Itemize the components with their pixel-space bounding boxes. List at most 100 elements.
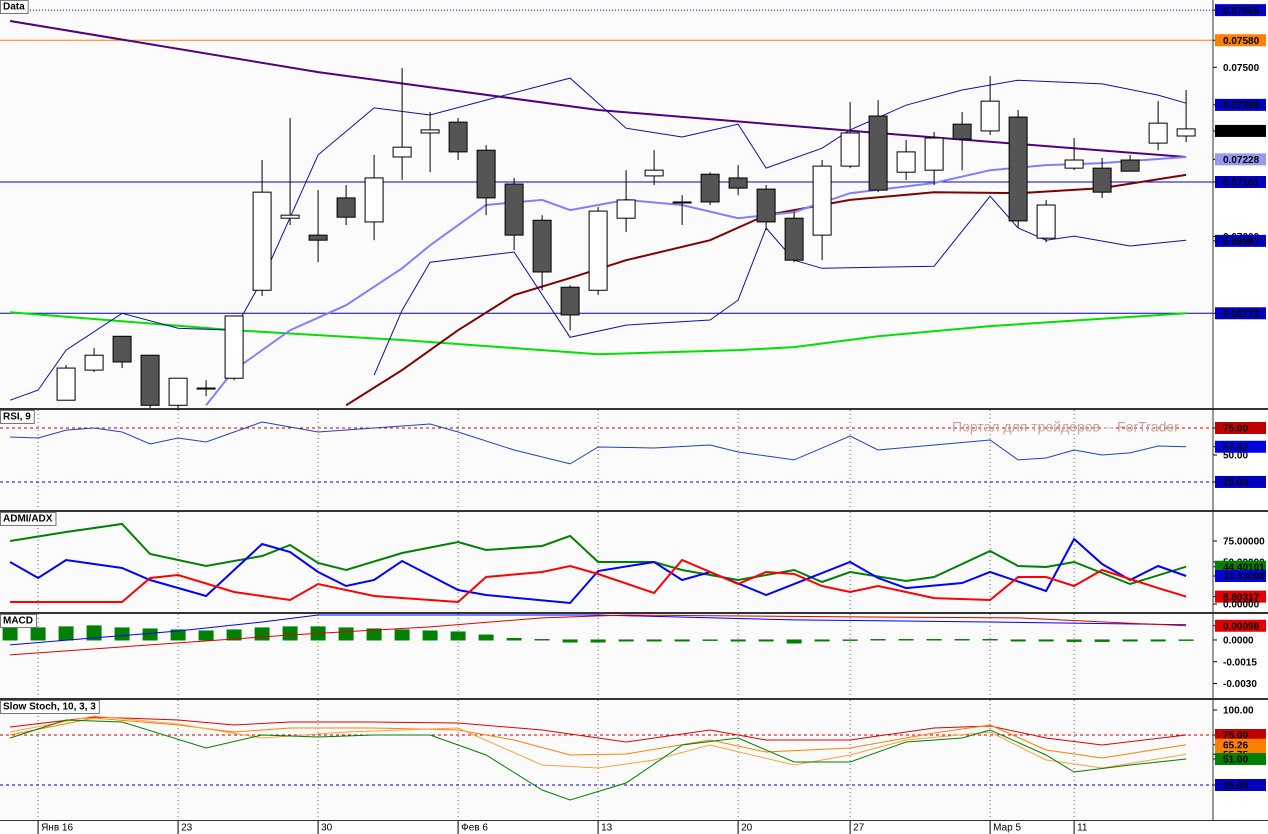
panel-title-box [0,0,29,14]
y-tick-label: 8.80317 [1223,592,1260,603]
candle-body [672,201,692,204]
indicator-line [373,195,1187,376]
histogram-bar [730,639,746,642]
plot-area [0,410,1213,510]
price-marker [1215,440,1266,453]
candle-body [1092,167,1112,193]
y-tick-label: 0.00000 [1223,600,1260,611]
histogram-bar [114,627,130,641]
price-marker [1215,753,1266,765]
candle-body [364,177,384,223]
candle-body [924,137,944,171]
candle-body [448,121,468,153]
x-tick-label: Фев 6 [461,823,488,834]
y-tick-label: 51.00 [1223,755,1248,766]
candle-body [476,149,496,199]
histogram-bar [1122,639,1138,642]
plot-area [0,700,1213,820]
histogram-bar [338,627,354,641]
candle-body [896,151,916,173]
panel-title-box [0,512,57,526]
indicator-line [10,311,1187,356]
panel [0,0,1213,408]
histogram-bar [226,629,242,641]
price-marker [1215,560,1266,573]
histogram-bar [2,627,18,641]
indicator-line [10,716,1187,746]
y-tick-label: 57.62 [1223,442,1248,453]
histogram-bar [422,630,438,641]
y-tick-label: 75.00 [1223,731,1248,742]
price-marker [1215,234,1266,247]
histogram-bar [86,625,102,641]
panel [0,700,1213,820]
histogram-bar [170,629,186,641]
indicator-line [10,421,1187,465]
y-tick-label: 0.07161 [1223,178,1260,189]
histogram-bar [618,639,634,642]
histogram-bar [450,631,466,641]
candle-body [56,367,76,401]
histogram-bar [786,639,802,644]
watermark: Портал для трейдеров -- ForTrader [952,419,1179,435]
panel-title: Slow Stoch, 10, 3, 3 [3,702,96,713]
y-tick-label: 0.07580 [1223,36,1260,47]
histogram-bar [674,639,690,642]
candle-body [840,132,860,167]
candle-body [196,387,216,390]
histogram-bar [562,639,578,643]
candle-body [168,377,188,406]
panel [0,614,1213,698]
y-tick-label: 0.06773 [1223,309,1260,320]
indicator-line [9,77,1187,401]
panel [0,410,1213,510]
candle-body [308,234,328,241]
candle-body [224,315,244,379]
price-marker [1215,4,1266,17]
indicator-line [10,717,1187,759]
y-tick-label: -0.0015 [1223,657,1257,668]
histogram-bar [1066,639,1082,642]
candle-body [420,129,440,134]
candle-body [756,188,776,223]
price-marker [1215,570,1266,583]
indicator-line [10,614,1187,656]
price-marker [1215,738,1266,751]
indicator-line [10,715,1187,769]
plot-area [0,614,1213,698]
histogram-bar [478,634,494,641]
x-tick-label: 20 [741,823,753,834]
candle-body [588,210,608,291]
price-marker [1215,124,1266,137]
histogram-bar [758,639,774,642]
histogram-bar [282,626,298,641]
panel [0,512,1213,612]
price-marker [1215,590,1266,603]
candle-body [280,214,300,219]
histogram-bar [646,639,662,642]
candle-body [140,354,160,406]
histogram-bar [366,628,382,641]
panel-title-box [0,700,100,714]
y-tick-label: 44.40101 [1223,562,1265,573]
candle-body [784,217,804,261]
panel-title: RSI, 9 [3,412,31,423]
y-tick-label: 0.07500 [1223,63,1260,74]
y-tick-label: 0.07312 [1223,127,1260,138]
y-tick-label: 25.00 [1223,781,1248,792]
histogram-bar [254,627,270,641]
candle-body [812,165,832,236]
candle-body [952,123,972,140]
candle-body [560,286,580,316]
x-tick-label: 30 [321,823,333,834]
y-tick-label: 100.00 [1223,706,1254,717]
histogram-bar [590,639,606,643]
histogram-bar [58,626,74,641]
price-marker [1215,619,1266,632]
indicator-line [10,558,1187,604]
price-marker [1215,98,1266,111]
histogram-bar [198,630,214,641]
candle-body [1036,204,1056,239]
price-marker [1215,34,1266,47]
candle-body [644,169,664,177]
